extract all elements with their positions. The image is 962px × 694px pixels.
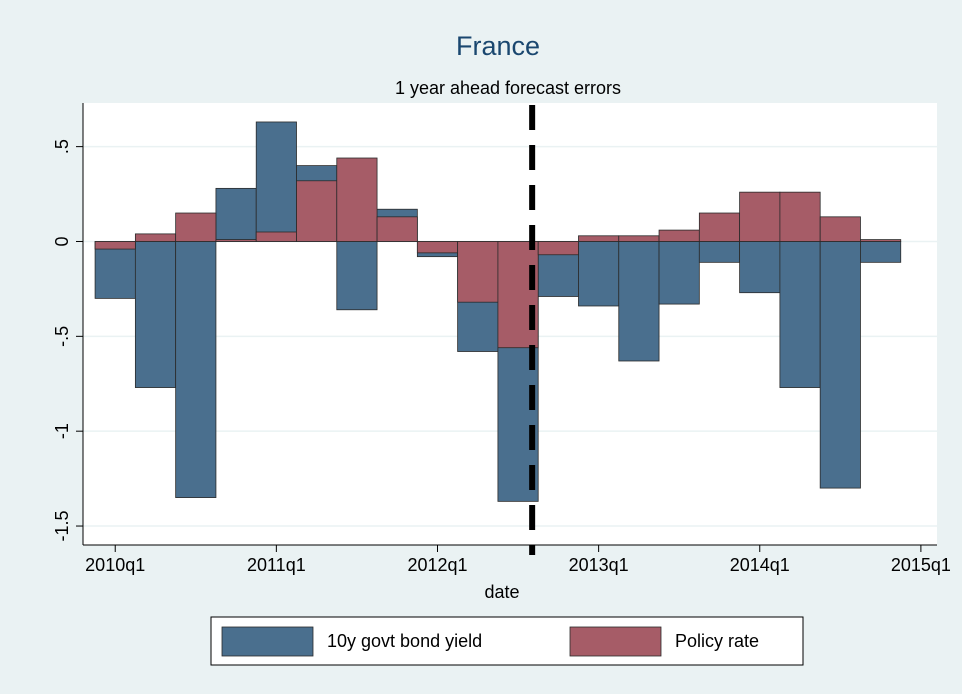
bar xyxy=(457,241,499,303)
bar xyxy=(739,191,781,242)
bar xyxy=(618,235,660,242)
bar xyxy=(336,157,378,242)
bar xyxy=(860,241,902,263)
bar xyxy=(134,241,177,388)
bar xyxy=(658,241,700,305)
x-tick-label: 2010q1 xyxy=(85,555,145,575)
bar xyxy=(739,241,781,294)
bar xyxy=(94,241,136,299)
x-tick-label: 2015q1 xyxy=(891,555,951,575)
x-tick-label: 2011q1 xyxy=(247,555,306,575)
bar xyxy=(618,241,660,362)
y-tick-label: -1.5 xyxy=(52,511,72,542)
bar xyxy=(819,241,861,489)
bar xyxy=(296,180,338,242)
legend-swatch xyxy=(569,626,662,657)
legend: 10y govt bond yield Policy rate xyxy=(210,616,804,666)
bar xyxy=(819,216,861,242)
bar xyxy=(336,241,378,311)
y-tick-label: -.5 xyxy=(52,326,72,347)
legend-label: Policy rate xyxy=(675,631,759,651)
bar xyxy=(416,241,459,254)
bars-layer xyxy=(94,105,902,555)
x-tick-label: 2012q1 xyxy=(407,555,467,575)
bar xyxy=(698,241,741,263)
x-tick-label: 2014q1 xyxy=(730,555,790,575)
y-tick-label: .5 xyxy=(52,139,72,154)
bar xyxy=(134,233,177,242)
bar xyxy=(215,187,257,242)
axes-layer: -1.5 -1 -.5 0 .5 2010q1 2011q1 2012q1 2013q1 2014… xyxy=(52,103,951,575)
bar xyxy=(215,239,257,242)
bar xyxy=(779,191,821,242)
bar xyxy=(537,241,579,256)
bar xyxy=(698,212,741,242)
y-tick-label: 0 xyxy=(52,236,72,246)
bar xyxy=(255,121,297,242)
x-tick-label: 2013q1 xyxy=(569,555,629,575)
bar xyxy=(255,231,297,242)
bar xyxy=(175,212,217,242)
bar xyxy=(860,239,902,242)
chart-title: France xyxy=(456,31,540,61)
bar xyxy=(658,229,700,242)
x-axis-title: date xyxy=(484,582,519,602)
bar xyxy=(578,235,620,242)
bar xyxy=(779,241,821,388)
bar xyxy=(578,241,620,307)
bar xyxy=(175,241,217,498)
legend-swatch xyxy=(221,626,314,657)
y-tick-label: -1 xyxy=(52,423,72,439)
chart-subtitle: 1 year ahead forecast errors xyxy=(395,78,621,98)
bar xyxy=(376,216,418,242)
bar xyxy=(497,241,539,349)
bar xyxy=(94,241,136,250)
legend-label: 10y govt bond yield xyxy=(327,631,482,651)
